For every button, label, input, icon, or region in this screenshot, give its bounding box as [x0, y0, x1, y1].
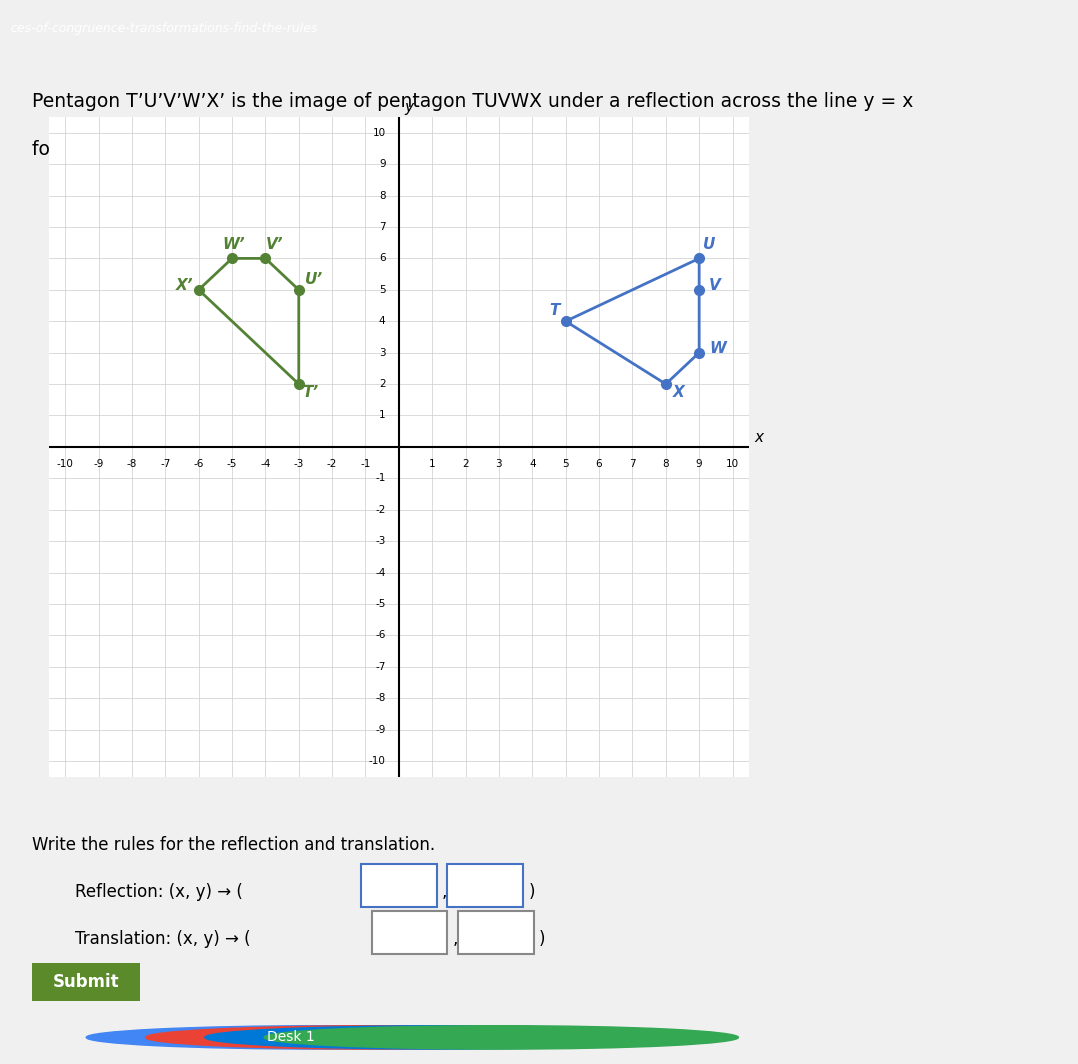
Text: 1: 1 — [429, 460, 436, 469]
Text: ): ) — [539, 930, 545, 948]
Text: -9: -9 — [94, 460, 103, 469]
Text: ,: , — [453, 930, 458, 948]
Text: -3: -3 — [375, 536, 386, 546]
Text: -6: -6 — [193, 460, 204, 469]
Text: 10: 10 — [372, 128, 386, 137]
Text: -7: -7 — [161, 460, 170, 469]
Text: X: X — [673, 384, 685, 400]
Text: -7: -7 — [375, 662, 386, 671]
Circle shape — [86, 1026, 561, 1049]
Text: Pentagon T’U’V’W’X’ is the image of pentagon TUVWX under a reflection across the: Pentagon T’U’V’W’X’ is the image of pent… — [32, 93, 914, 112]
Text: T: T — [549, 303, 559, 318]
Circle shape — [205, 1026, 679, 1049]
Text: X’: X’ — [176, 278, 193, 293]
Text: U’: U’ — [305, 271, 323, 286]
Text: -5: -5 — [226, 460, 237, 469]
Text: W’: W’ — [222, 237, 245, 252]
Text: -2: -2 — [375, 504, 386, 515]
Text: 6: 6 — [596, 460, 603, 469]
Text: 5: 5 — [563, 460, 569, 469]
Text: -3: -3 — [293, 460, 304, 469]
Text: 4: 4 — [378, 316, 386, 327]
Text: T’: T’ — [302, 384, 318, 400]
Text: Submit: Submit — [53, 974, 120, 992]
Text: followed by a translation.: followed by a translation. — [32, 139, 270, 159]
Text: 4: 4 — [529, 460, 536, 469]
Circle shape — [146, 1026, 620, 1049]
Text: 3: 3 — [378, 348, 386, 358]
Text: 9: 9 — [695, 460, 703, 469]
Text: x: x — [755, 430, 763, 445]
Text: V: V — [709, 278, 721, 293]
Text: ,: , — [442, 883, 447, 901]
Text: 9: 9 — [378, 160, 386, 169]
Text: 1: 1 — [378, 411, 386, 420]
Text: -10: -10 — [57, 460, 73, 469]
Text: 7: 7 — [630, 460, 636, 469]
Text: 8: 8 — [378, 190, 386, 201]
Text: -1: -1 — [360, 460, 371, 469]
Bar — [361, 864, 437, 907]
Text: -9: -9 — [375, 725, 386, 734]
Text: W: W — [709, 340, 727, 355]
Text: -1: -1 — [375, 473, 386, 483]
Bar — [32, 964, 140, 1001]
Text: Reflection: (x, y) → (: Reflection: (x, y) → ( — [75, 883, 244, 901]
Circle shape — [264, 1026, 738, 1049]
Bar — [447, 864, 523, 907]
Text: V’: V’ — [265, 237, 282, 252]
Text: Write the rules for the reflection and translation.: Write the rules for the reflection and t… — [32, 835, 436, 853]
Text: -8: -8 — [375, 693, 386, 703]
Text: 2: 2 — [462, 460, 469, 469]
Text: Desk 1: Desk 1 — [267, 1030, 315, 1045]
Text: ces-of-congruence-transformations-find-the-rules: ces-of-congruence-transformations-find-t… — [11, 22, 318, 35]
Text: y: y — [404, 100, 413, 115]
Text: 10: 10 — [725, 460, 740, 469]
Text: 8: 8 — [663, 460, 669, 469]
Text: -4: -4 — [375, 567, 386, 578]
Text: 7: 7 — [378, 222, 386, 232]
Text: 2: 2 — [378, 379, 386, 389]
Text: ): ) — [528, 883, 535, 901]
Text: -8: -8 — [127, 460, 137, 469]
Text: 5: 5 — [378, 285, 386, 295]
Text: 6: 6 — [378, 253, 386, 264]
Text: -10: -10 — [369, 757, 386, 766]
Text: -6: -6 — [375, 630, 386, 641]
Text: 3: 3 — [496, 460, 502, 469]
Text: Translation: (x, y) → (: Translation: (x, y) → ( — [75, 930, 251, 948]
Bar — [372, 912, 447, 954]
Text: -4: -4 — [260, 460, 271, 469]
Text: -2: -2 — [327, 460, 337, 469]
Bar — [458, 912, 534, 954]
Text: U: U — [703, 237, 715, 252]
Text: -5: -5 — [375, 599, 386, 609]
